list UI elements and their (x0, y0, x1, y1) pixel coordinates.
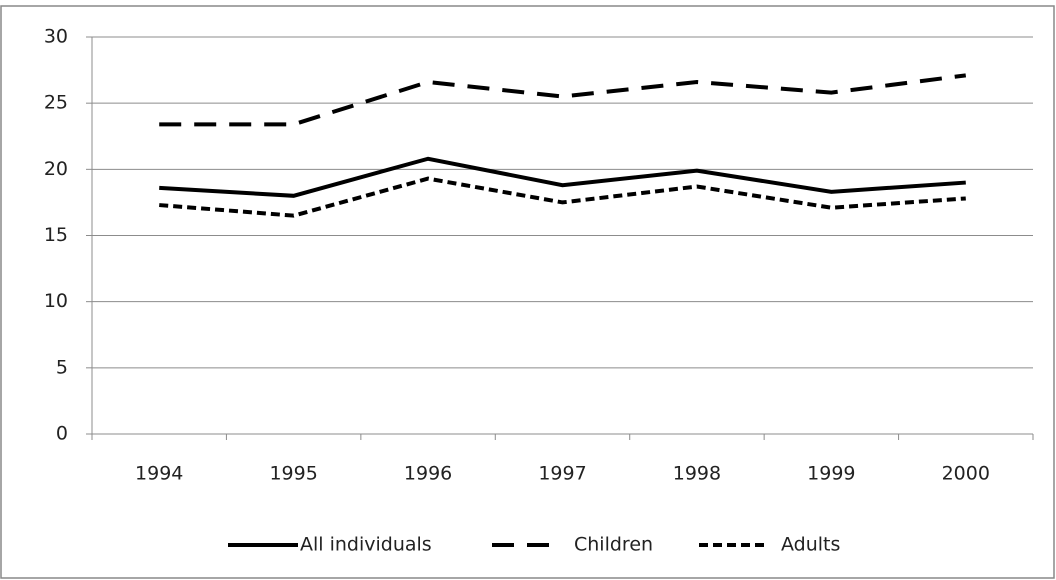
y-tick-label: 30 (44, 26, 68, 48)
x-tick-label: 1997 (538, 463, 586, 485)
legend-label: Children (574, 534, 653, 556)
series-line (159, 156, 966, 198)
y-tick-label: 25 (44, 92, 68, 114)
x-tick-label: 1999 (807, 463, 855, 485)
x-tick-label: 1994 (135, 463, 183, 485)
series-line (159, 73, 967, 127)
legend-label: Adults (781, 534, 840, 556)
y-tick-label: 10 (44, 290, 68, 312)
x-tick-label: 1998 (673, 463, 721, 485)
chart-border (0, 5, 1055, 579)
legend-label: All individuals (300, 534, 432, 556)
x-tick-label: 1996 (404, 463, 452, 485)
series-line (159, 176, 966, 218)
x-tick-label: 2000 (942, 463, 990, 485)
x-tick-label: 1995 (269, 463, 317, 485)
y-tick-label: 5 (56, 356, 68, 378)
y-tick-label: 0 (56, 423, 68, 445)
y-tick-label: 15 (44, 224, 68, 246)
y-tick-label: 20 (44, 158, 68, 180)
